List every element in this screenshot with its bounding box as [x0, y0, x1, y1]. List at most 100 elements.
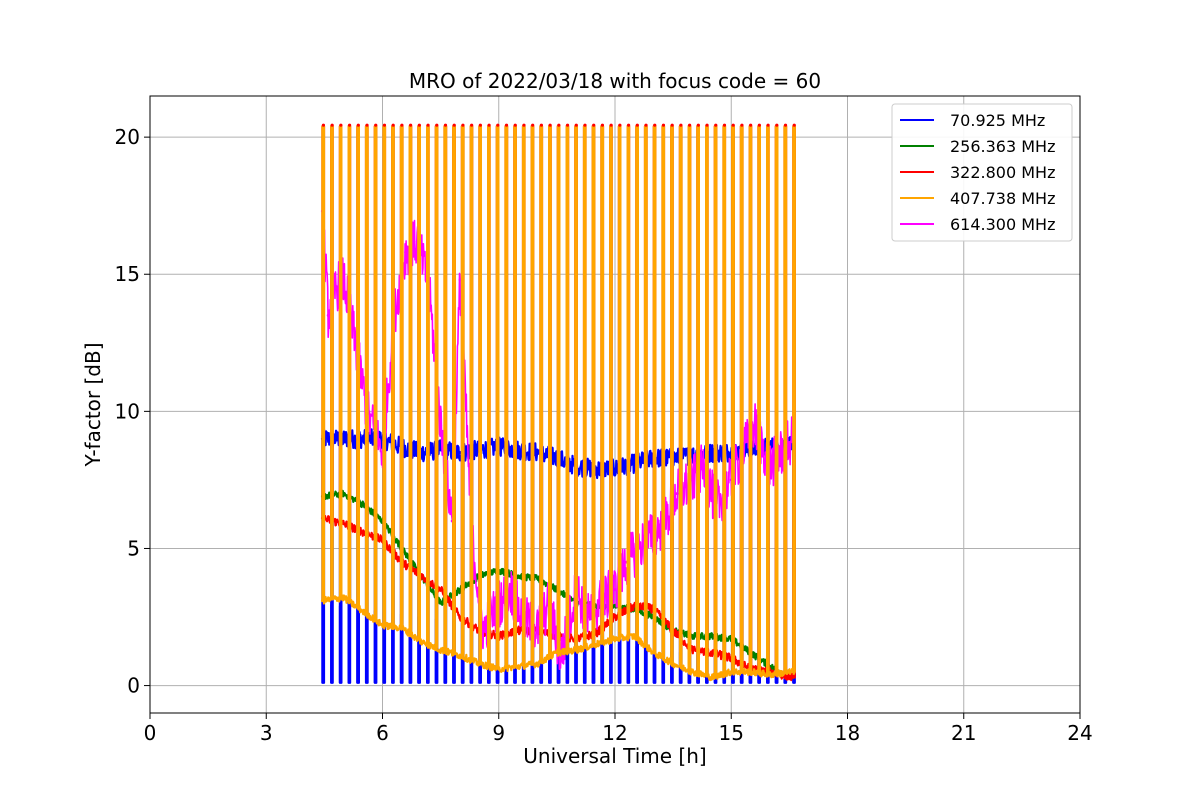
spike-cap-point: [426, 123, 430, 127]
data-point: [710, 651, 714, 655]
data-point: [458, 615, 462, 619]
spike-cap-point: [775, 123, 779, 127]
x-tick-label: 12: [602, 721, 627, 745]
legend-label: 70.925 MHz: [950, 111, 1045, 130]
data-point: [458, 588, 462, 592]
x-tick-label: 15: [719, 721, 744, 745]
spike-cap-point: [740, 123, 744, 127]
data-point: [749, 670, 753, 674]
data-point: [559, 656, 563, 660]
spike-cap-point: [496, 123, 500, 127]
data-point: [342, 437, 346, 441]
spike-cap-point: [330, 123, 334, 127]
spike-cap-point: [766, 123, 770, 127]
spike-cap-point: [626, 123, 631, 127]
spike-cap-point: [513, 123, 517, 127]
spike-cap-point: [722, 123, 727, 127]
data-point: [439, 648, 443, 652]
spike-cap-point: [452, 123, 456, 127]
data-point: [342, 522, 346, 526]
spike-cap-point: [374, 123, 378, 127]
data-point: [780, 450, 784, 454]
spike-cap-point: [679, 123, 683, 127]
spike-cap-point: [783, 123, 788, 127]
data-point: [598, 601, 601, 605]
spike-cap-point: [548, 123, 552, 127]
spike-cap-point: [487, 123, 491, 127]
spike-cap-point: [653, 123, 657, 127]
spike-cap-point: [504, 123, 509, 127]
spike-cap-point: [531, 123, 535, 127]
data-point: [675, 492, 679, 496]
data-point: [439, 601, 443, 605]
x-tick-label: 3: [260, 721, 273, 745]
y-tick-label: 10: [115, 399, 140, 423]
spike-cap-point: [478, 123, 482, 127]
spike-cap-point: [714, 123, 718, 127]
spike-cap-point: [522, 123, 526, 127]
data-point: [691, 670, 694, 674]
spike-cap-point: [539, 123, 544, 127]
data-point: [361, 437, 365, 441]
data-point: [516, 574, 520, 578]
data-point: [691, 478, 694, 482]
data-point: [353, 341, 357, 345]
y-tick-label: 20: [115, 125, 140, 149]
spike-cap-point: [757, 123, 761, 127]
spike-cap-point: [382, 123, 387, 127]
data-point: [671, 662, 675, 666]
spike-cap-point: [618, 123, 622, 127]
data-point: [536, 577, 539, 581]
spike-cap-point: [365, 123, 369, 127]
x-tick-label: 18: [835, 721, 860, 745]
data-point: [652, 651, 656, 655]
data-point: [691, 648, 694, 652]
legend: 70.925 MHz 256.363 MHz 322.800 MHz 407.738 …: [891, 103, 1073, 242]
data-point: [710, 634, 714, 638]
data-point: [536, 629, 539, 633]
y-tick-label: 5: [127, 536, 140, 560]
spike-cap-point: [609, 123, 613, 127]
data-point: [536, 662, 539, 666]
data-point: [632, 604, 636, 608]
legend-label: 322.800 MHz: [950, 163, 1055, 182]
spike-cap-point: [670, 123, 674, 127]
data-point: [632, 634, 636, 638]
y-tick-label: 15: [115, 262, 140, 286]
spike-cap-point: [443, 123, 448, 127]
legend-label: 614.300 MHz: [950, 215, 1055, 234]
spike-cap-point: [688, 123, 692, 127]
data-point: [613, 467, 617, 471]
legend-box: [891, 103, 1073, 242]
spike-cap-point: [417, 123, 421, 127]
y-tick-label: 0: [127, 674, 140, 698]
chart-title: MRO of 2022/03/18 with focus code = 60: [409, 69, 821, 93]
data-point: [691, 634, 694, 638]
spike-cap-point: [409, 123, 413, 127]
data-point: [419, 640, 423, 644]
spike-cap-point: [339, 123, 343, 127]
data-point: [613, 637, 617, 641]
data-point: [632, 461, 636, 465]
series-line: [321, 125, 796, 682]
data-point: [497, 667, 501, 671]
spike-cap-point: [347, 123, 352, 127]
spike-cap-point: [557, 123, 561, 127]
data-point: [400, 626, 404, 630]
data-point: [508, 588, 512, 592]
series-407-738-mhz: [320, 125, 796, 682]
data-point: [439, 423, 443, 427]
data-point: [361, 610, 365, 614]
data-point: [342, 596, 346, 600]
spike-cap-point: [321, 123, 326, 127]
data-point: [555, 651, 559, 655]
spike-cap-point: [356, 123, 360, 127]
spike-cap-point: [583, 123, 587, 127]
data-point: [361, 503, 365, 507]
series-layer: [320, 123, 796, 684]
legend-label: 256.363 MHz: [950, 137, 1055, 156]
data-point: [342, 278, 346, 282]
data-point: [586, 615, 590, 619]
data-point: [342, 492, 346, 496]
